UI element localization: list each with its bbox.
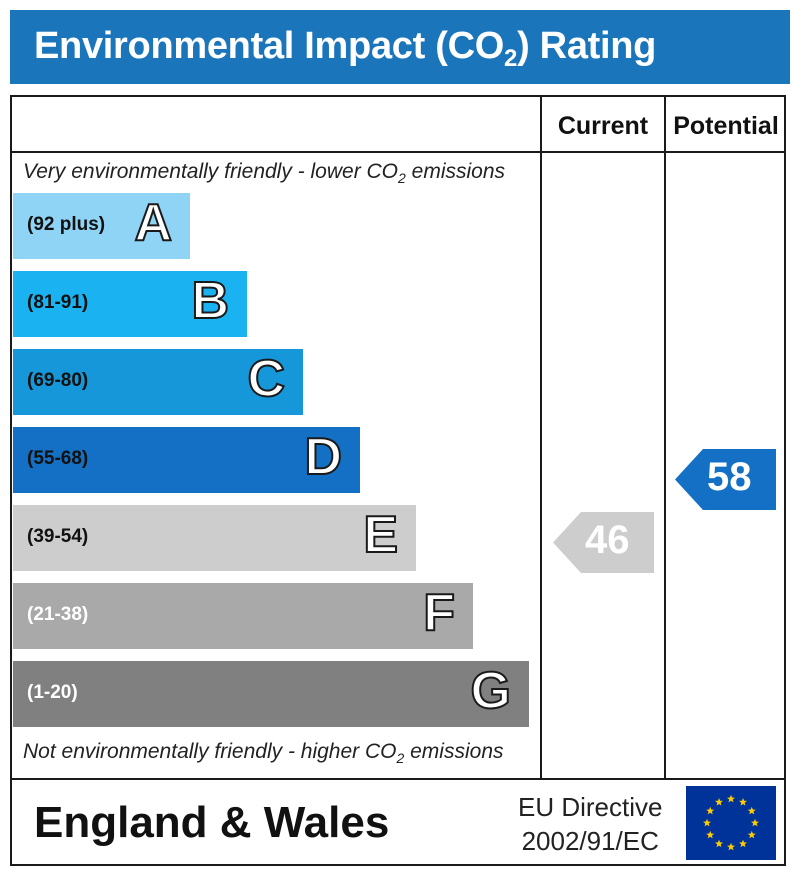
band-letter: F	[422, 584, 456, 642]
column-header-potential: Potential	[673, 112, 779, 140]
band-letter: E	[362, 506, 399, 564]
band-e: (39-54) E	[13, 505, 416, 571]
title-bar: Environmental Impact (CO2) Rating	[10, 10, 790, 84]
eu-star-icon	[747, 806, 756, 815]
eu-star-icon	[739, 839, 747, 848]
eu-star-icon	[747, 830, 756, 839]
rating-frame	[10, 95, 786, 866]
band-range: (69-80)	[27, 370, 89, 391]
band-range: (21-38)	[27, 604, 89, 625]
potential-rating-arrow: 58	[675, 449, 776, 510]
potential-arrow-polygon	[675, 449, 776, 510]
band-d: (55-68) D	[13, 427, 360, 493]
note-top-subscript: 2	[398, 170, 406, 186]
band-letter: B	[190, 272, 230, 330]
band-c: (69-80) C	[13, 349, 303, 415]
band-g: (1-20) G	[13, 661, 529, 727]
band-range: (81-91)	[27, 292, 89, 313]
current-rating-value: 46	[585, 518, 630, 562]
title-suffix: ) Rating	[517, 25, 657, 67]
band-range: (39-54)	[27, 526, 89, 547]
potential-rating-value: 58	[707, 455, 752, 499]
note-bottom-subscript: 2	[396, 750, 405, 766]
page-title: Environmental Impact (CO2) Rating	[34, 25, 656, 73]
eu-star-icon	[727, 794, 735, 803]
band-letter: C	[246, 350, 286, 408]
band-range: (92 plus)	[27, 214, 106, 235]
header-divider	[10, 151, 786, 153]
eu-star-icon	[751, 818, 759, 827]
title-subscript: 2	[504, 45, 518, 72]
note-bottom-suffix: emissions	[404, 740, 504, 763]
current-arrow-shape	[553, 512, 654, 573]
footer-divider	[10, 778, 786, 780]
band-f: (21-38) F	[13, 583, 473, 649]
band-b: (81-91) B	[13, 271, 247, 337]
eu-star-icon	[715, 839, 723, 848]
eu-flag-stars	[703, 794, 759, 851]
note-bottom: Not environmentally friendly - higher CO…	[23, 740, 504, 766]
title-prefix: Environmental Impact (CO	[34, 25, 504, 67]
eu-directive: EU Directive 2002/91/EC	[518, 790, 662, 858]
potential-arrow-shape	[675, 449, 776, 510]
current-arrow-polygon	[553, 512, 654, 573]
band-letter: G	[470, 662, 512, 720]
note-bottom-prefix: Not environmentally friendly - higher CO	[23, 740, 397, 763]
band-range: (1-20)	[27, 682, 78, 703]
column-divider-potential	[664, 95, 666, 780]
eu-directive-line1: EU Directive	[518, 792, 663, 822]
note-top-suffix: emissions	[405, 160, 506, 183]
eu-star-icon	[739, 798, 747, 806]
eu-flag-icon	[686, 786, 776, 860]
eu-star-icon	[727, 842, 735, 851]
eu-star-icon	[706, 806, 715, 815]
eu-star-icon	[703, 818, 711, 827]
eu-star-icon	[715, 798, 723, 806]
note-top-prefix: Very environmentally friendly - lower CO	[23, 160, 399, 183]
current-rating-arrow: 46	[553, 512, 654, 573]
eu-star-icon	[706, 830, 715, 839]
note-top: Very environmentally friendly - lower CO…	[23, 160, 505, 186]
band-letter: A	[133, 194, 173, 252]
band-letter: D	[303, 428, 343, 486]
column-divider-current	[540, 95, 542, 780]
eu-directive-line2: 2002/91/EC	[521, 826, 659, 856]
column-header-current: Current	[557, 112, 649, 140]
band-range: (55-68)	[27, 448, 89, 469]
region-label: England & Wales	[34, 798, 390, 847]
band-a: (92 plus) A	[13, 193, 190, 259]
